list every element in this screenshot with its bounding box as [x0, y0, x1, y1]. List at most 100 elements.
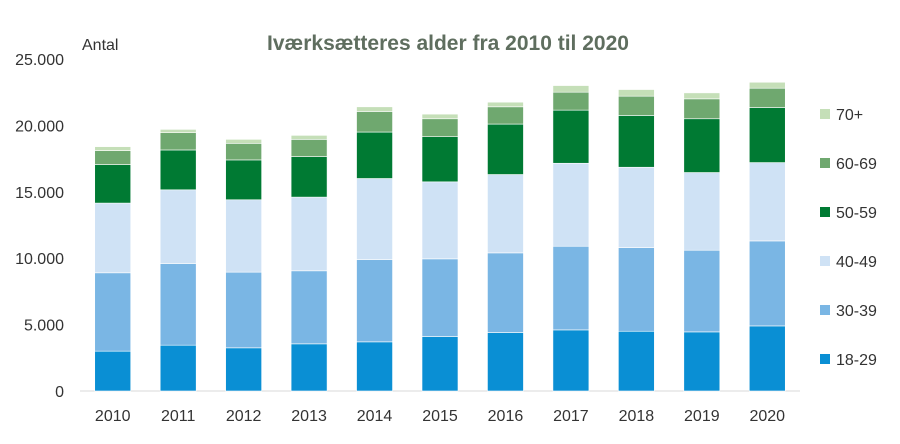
x-tick-label: 2019	[684, 408, 720, 425]
bar-segment-70plus-2012	[225, 139, 262, 144]
y-axis-label: Antal	[82, 37, 118, 54]
legend: 70+ 60-69 50-59 40-49 30-39 18-29	[820, 107, 877, 369]
bar-segment-50-59-2018	[618, 115, 655, 168]
y-tick-label: 25.000	[15, 52, 64, 69]
bar-segment-50-59-2014	[356, 131, 393, 179]
bar-segment-70plus-2010	[94, 146, 132, 151]
bar-segment-40-49-2011	[159, 189, 197, 264]
legend-swatch-70plus	[820, 109, 830, 119]
legend-swatch-60-69	[820, 158, 830, 168]
bar-segment-60-69-2011	[159, 132, 197, 151]
bar-segment-18-29-2015	[421, 336, 459, 392]
bar-segment-30-39-2014	[356, 259, 393, 343]
y-tick-label: 10.000	[15, 251, 64, 268]
bar-segment-18-29-2020	[748, 325, 786, 392]
bar-segment-60-69-2014	[356, 111, 393, 133]
x-tick-label: 2020	[749, 408, 785, 425]
bar-segment-30-39-2016	[487, 252, 524, 333]
legend-swatch-40-49	[820, 256, 830, 266]
bar-segment-50-59-2020	[748, 107, 786, 163]
y-tick-label: 15.000	[15, 185, 64, 202]
legend-swatch-50-59	[820, 207, 830, 217]
bar-segment-50-59-2017	[552, 109, 590, 164]
bar-segment-18-29-2016	[487, 332, 524, 392]
legend-label: 30-39	[836, 303, 877, 320]
legend-label: 70+	[836, 107, 863, 124]
legend-label: 60-69	[836, 156, 877, 173]
plot-area: 0 5.000 10.000 15.000 20.000 25.000 2010 2011 20…	[15, 52, 800, 425]
bar-segment-70plus-2017	[552, 85, 590, 93]
bar-segment-60-69-2013	[290, 139, 328, 157]
bar-segment-40-49-2019	[683, 172, 721, 251]
bar-segment-70plus-2014	[356, 106, 393, 112]
bar-segment-40-49-2012	[225, 199, 262, 273]
bar-segment-70plus-2015	[421, 113, 459, 120]
bar-segment-70plus-2011	[159, 129, 197, 134]
x-tick-label: 2017	[553, 408, 589, 425]
bar-segment-70plus-2016	[487, 101, 524, 108]
bar-segment-18-29-2017	[552, 329, 590, 392]
x-tick-label: 2013	[291, 408, 327, 425]
bar-segment-40-49-2013	[290, 196, 328, 272]
x-tick-label: 2015	[422, 408, 458, 425]
bar-segment-18-29-2013	[290, 343, 328, 392]
bar-segment-50-59-2010	[94, 164, 132, 204]
y-tick-label: 5.000	[24, 318, 64, 335]
bar-segment-50-59-2019	[683, 118, 721, 173]
bar-segment-30-39-2011	[159, 263, 197, 346]
bar-segment-30-39-2012	[225, 271, 262, 349]
legend-label: 50-59	[836, 205, 877, 222]
bar-segment-60-69-2019	[683, 98, 721, 120]
bar-segment-50-59-2012	[225, 159, 262, 201]
legend-swatch-18-29	[820, 354, 830, 364]
bar-segment-30-39-2015	[421, 258, 459, 337]
bar-segment-18-29-2012	[225, 347, 262, 392]
bar-segment-30-39-2019	[683, 249, 721, 333]
bar-segment-18-29-2010	[94, 350, 132, 392]
bar-segment-30-39-2020	[748, 240, 786, 327]
bar-segment-70plus-2020	[748, 81, 786, 89]
x-tick-label: 2018	[619, 408, 655, 425]
bar-segment-70plus-2019	[683, 92, 721, 100]
x-tick-label: 2011	[161, 408, 196, 425]
x-tick-label: 2016	[488, 408, 524, 425]
bar-segment-40-49-2016	[487, 174, 524, 254]
x-tick-label: 2010	[95, 408, 131, 425]
bar-segment-40-49-2014	[356, 178, 393, 260]
bar-segment-60-69-2017	[552, 91, 590, 111]
bar-segment-40-49-2018	[618, 166, 655, 248]
bar-segment-70plus-2018	[618, 89, 655, 97]
bar-segment-40-49-2020	[748, 162, 786, 242]
y-tick-label: 20.000	[15, 118, 64, 135]
bar-segment-18-29-2014	[356, 341, 393, 392]
bar-segment-40-49-2017	[552, 162, 590, 247]
bar-segment-18-29-2019	[683, 331, 721, 392]
bar-segment-18-29-2011	[159, 344, 197, 392]
bar-segment-30-39-2010	[94, 272, 132, 352]
legend-swatch-30-39	[820, 305, 830, 315]
bar-segment-40-49-2015	[421, 181, 459, 260]
bar-segment-60-69-2016	[487, 106, 524, 125]
bar-segment-30-39-2013	[290, 270, 328, 345]
legend-label: 40-49	[836, 254, 877, 271]
bar-segment-50-59-2013	[290, 156, 328, 198]
bar-segment-60-69-2020	[748, 87, 786, 108]
bar-segment-60-69-2015	[421, 118, 459, 137]
bar-segment-18-29-2018	[618, 330, 655, 392]
x-tick-label: 2014	[357, 408, 393, 425]
bar-segment-60-69-2018	[618, 95, 655, 116]
bar-segment-30-39-2017	[552, 245, 590, 331]
bar-segment-60-69-2010	[94, 150, 132, 165]
bar-segment-50-59-2016	[487, 123, 524, 175]
chart-title: Iværksætteres alder fra 2010 til 2020	[267, 32, 629, 55]
bar-segment-50-59-2015	[421, 136, 459, 183]
legend-label: 18-29	[836, 352, 877, 369]
x-tick-label: 2012	[226, 408, 262, 425]
bar-segment-70plus-2013	[290, 135, 328, 140]
bar-segment-40-49-2010	[94, 202, 132, 274]
bar-segment-30-39-2018	[618, 247, 655, 332]
bar-segment-50-59-2011	[159, 149, 197, 191]
bar-segment-60-69-2012	[225, 143, 262, 161]
